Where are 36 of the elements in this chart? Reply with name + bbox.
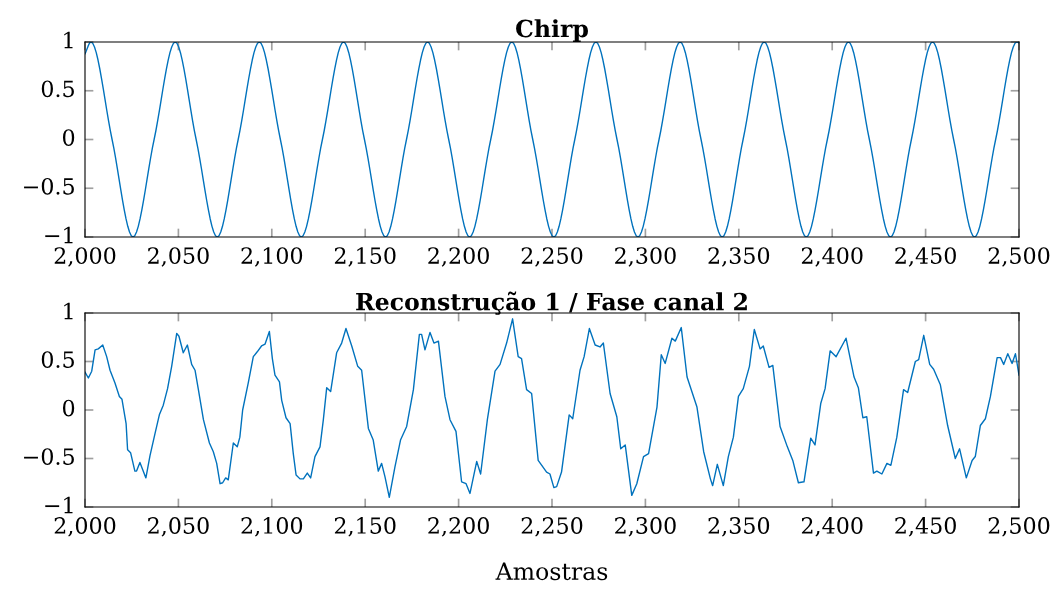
y-tick-label: −0.5 [24, 448, 74, 465]
x-tick-label: 2,100 [241, 517, 303, 537]
x-tick-label: 2,000 [54, 247, 116, 267]
x-tick-label: 2,050 [148, 517, 209, 537]
y-tick-label: −0.5 [24, 177, 74, 195]
y-tick-label: 0.5 [41, 351, 74, 368]
y-tick-label: 0 [62, 399, 75, 417]
x-tick-label: 2,200 [428, 517, 489, 537]
y-tick-label: 0.5 [41, 80, 74, 98]
x-tick-label: 2,150 [334, 247, 396, 267]
x-tick-label: 2,450 [895, 247, 956, 267]
x-tick-label: 2,400 [801, 247, 863, 267]
x-tick-label: 2,350 [708, 247, 770, 267]
x-tick-label: 2,300 [615, 247, 676, 267]
chart-title: Chirp [516, 19, 588, 42]
x-tick-label: 2,250 [521, 247, 583, 267]
line-series [85, 318, 1019, 498]
x-tick-label: 2,250 [521, 517, 583, 537]
x-tick-label: 2,150 [334, 517, 396, 537]
chart-title: Reconstrução 1 / Fase canal 2 [356, 291, 747, 315]
x-tick-label: 2,100 [241, 247, 303, 267]
x-tick-label: 2,350 [708, 517, 770, 537]
x-tick-label: 2,450 [895, 517, 956, 537]
x-tick-label: 2,500 [988, 517, 1050, 537]
x-tick-label: 2,400 [801, 517, 863, 537]
x-tick-label: 2,050 [148, 247, 209, 267]
y-tick-label: −1 [45, 496, 73, 514]
x-axis-title: Amostras [495, 562, 608, 581]
y-tick-label: 0 [62, 129, 75, 146]
x-tick-label: 2,500 [988, 247, 1050, 267]
x-tick-label: 2,200 [428, 247, 489, 267]
x-tick-label: 2,300 [615, 517, 676, 537]
y-tick-label: 1 [64, 302, 73, 320]
y-tick-label: −1 [45, 226, 73, 244]
y-tick-label: 1 [64, 31, 73, 49]
x-tick-label: 2,000 [54, 517, 116, 537]
